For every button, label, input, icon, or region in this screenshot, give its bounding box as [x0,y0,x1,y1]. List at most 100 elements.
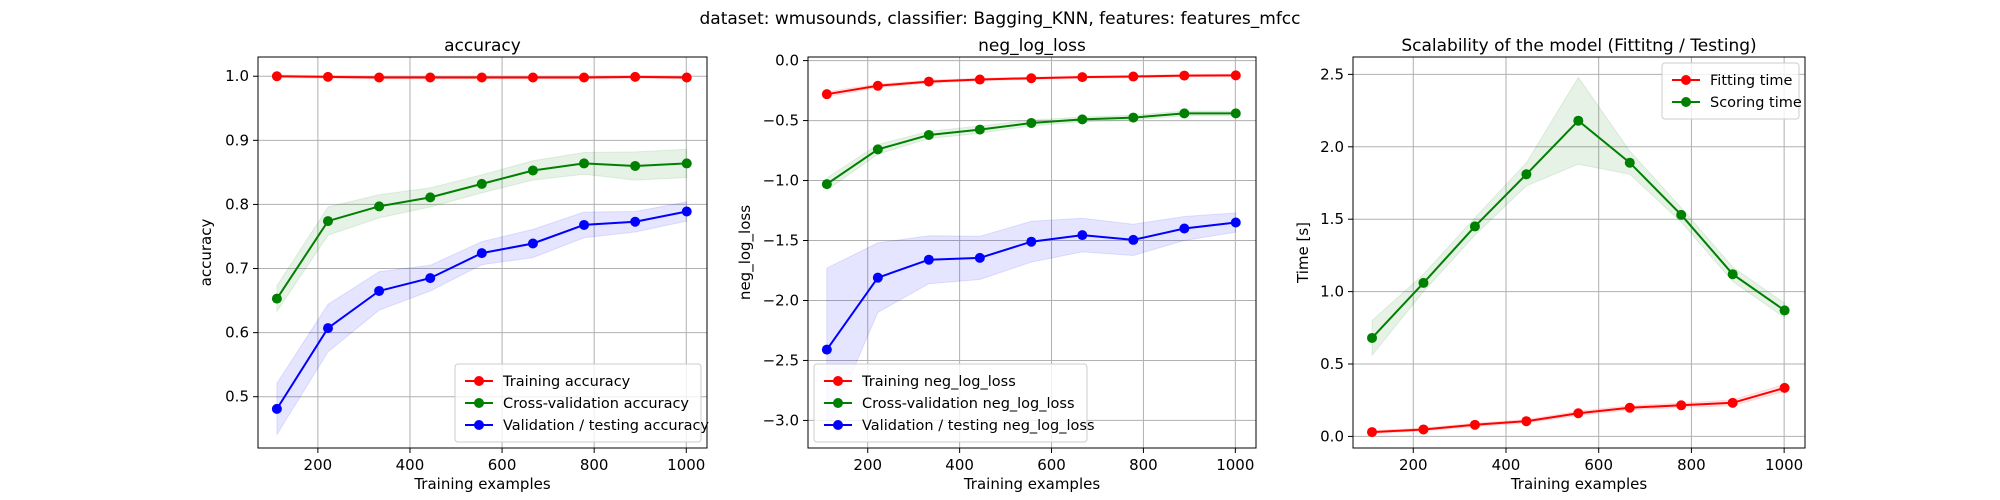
data-point [872,80,883,91]
series-band [1371,76,1786,357]
data-point [1727,397,1738,408]
legend-label: Fitting time [1710,73,1793,89]
x-tick-label: 400 [396,456,425,474]
y-tick-label: 1.0 [225,67,249,85]
chart-scalability-x-axis-label: Training examples [1510,475,1648,493]
x-tick-label: 600 [488,456,517,474]
x-tick-label: 1000 [1216,456,1254,474]
y-tick-label: 0.5 [1320,355,1344,373]
legend-marker [1681,97,1691,107]
chart-scalability-series-0 [1367,382,1790,438]
data-point [630,216,641,227]
data-point [322,216,333,227]
legend-marker [474,398,484,408]
x-tick-label: 400 [945,456,974,474]
x-tick-label: 200 [304,456,333,474]
data-point [1779,382,1790,393]
y-tick-label: 0.6 [225,324,249,342]
data-point [1418,277,1429,288]
data-point [579,72,590,83]
data-point [1077,114,1088,125]
data-point [425,273,436,284]
x-tick-label: 1000 [667,456,705,474]
data-point [923,254,934,265]
chart-accuracy-series-0 [271,71,692,83]
x-tick-label: 1000 [1765,456,1803,474]
data-point [1077,230,1088,241]
y-tick-label: −2.0 [763,291,799,309]
data-point [1128,234,1139,245]
legend-marker [833,420,843,430]
x-tick-label: 800 [1677,456,1706,474]
chart-scalability-axes-frame [1352,56,1806,449]
chart-scalability-grid [1353,57,1805,448]
data-point [271,71,282,82]
data-point [1230,108,1241,119]
data-point [630,160,641,171]
chart-neg-log-loss-series-1 [821,108,1241,192]
legend-box [813,363,1088,443]
data-point [1779,305,1790,316]
data-point [1624,157,1635,168]
data-point [630,71,641,82]
chart-neg-log-loss-axes-frame [807,56,1257,449]
legend-label: Training accuracy [502,374,631,390]
y-tick-label: −0.5 [763,112,799,130]
data-point [1128,112,1139,123]
legend-label: Cross-validation neg_log_loss [862,396,1075,412]
data-point [1026,73,1037,84]
x-tick-label: 600 [1037,456,1066,474]
y-tick-label: −3.0 [763,411,799,429]
data-point [974,74,985,85]
data-point [1469,419,1480,430]
data-point [1573,115,1584,126]
data-point [681,206,692,217]
data-point [527,238,538,249]
legend-label: Validation / testing neg_log_loss [862,418,1095,434]
data-point [1026,117,1037,128]
chart-scalability-series-1 [1367,76,1790,357]
chart-accuracy-title: accuracy [444,36,521,56]
y-tick-label: 2.0 [1320,138,1344,156]
legend-marker [1681,75,1691,85]
data-point [322,71,333,82]
data-point [1179,108,1190,119]
y-tick-label: −1.0 [763,172,799,190]
data-point [1624,402,1635,413]
chart-neg-log-loss-x-axis-label: Training examples [963,475,1101,493]
legend-marker [474,420,484,430]
chart-scalability-y-axis-label: Time [s] [1294,222,1312,284]
legend-label: Scoring time [1710,95,1802,111]
data-point [1230,217,1241,228]
data-point [579,158,590,169]
legend-label: Validation / testing accuracy [503,418,709,434]
chart-accuracy-series-1 [271,148,692,314]
data-point [1521,416,1532,427]
data-point [1026,236,1037,247]
data-point [425,192,436,203]
chart-accuracy-axes-frame [257,56,708,449]
data-point [1128,71,1139,82]
legend-marker [833,376,843,386]
data-point [1469,221,1480,232]
chart-neg-log-loss-y-axis-label: neg_log_loss [736,205,755,300]
y-tick-label: 0.9 [225,131,249,149]
y-tick-label: 2.5 [1320,65,1344,83]
chart-neg-log-loss-legend: Training neg_log_loss Cross-validation ne… [813,363,1095,443]
legend-box [1661,62,1800,120]
data-point [1727,269,1738,280]
chart-scalability-title: Scalability of the model (Fittitng / Tes… [1401,36,1756,56]
data-point [1230,70,1241,81]
data-point [923,76,934,87]
data-point [1521,169,1532,180]
x-tick-label: 400 [1492,456,1521,474]
data-point [425,72,436,83]
y-tick-label: 1.5 [1320,210,1344,228]
chart-neg-log-loss-series-2 [821,212,1241,432]
x-tick-label: 200 [853,456,882,474]
legend-marker [833,398,843,408]
data-point [974,252,985,263]
data-point [476,178,487,189]
data-point [1179,223,1190,234]
chart-neg-log-loss-title: neg_log_loss [978,36,1086,56]
